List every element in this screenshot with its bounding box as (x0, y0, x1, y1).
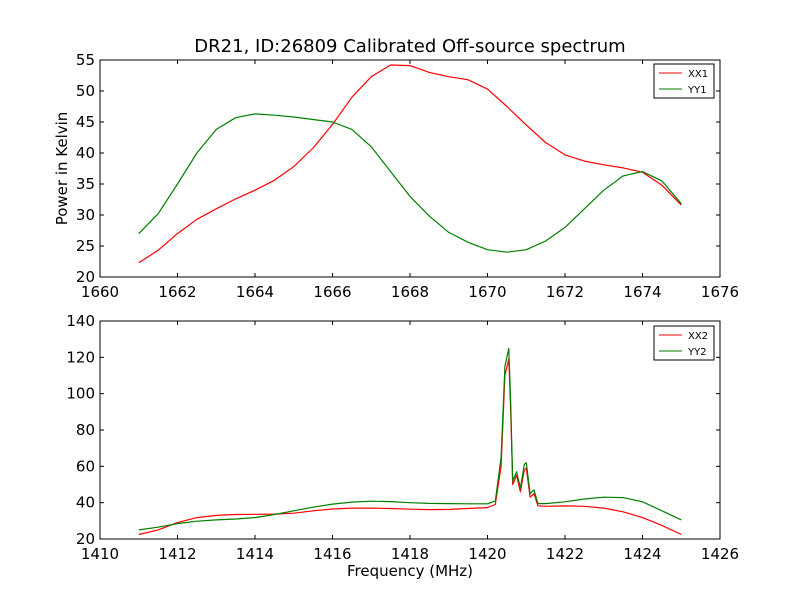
bottom-x-tick-label: 1412 (158, 545, 196, 563)
bottom-x-tick-label: 1418 (391, 545, 429, 563)
bottom-y-tick-label: 40 (76, 494, 95, 512)
series-line-xx1 (138, 64, 682, 264)
bottom-series-group (138, 347, 682, 536)
series-line-yy1 (138, 113, 682, 253)
y-axis-title: Power in Kelvin (53, 112, 71, 226)
bottom-legend: XX2 YY2 (653, 325, 715, 361)
top-y-tick-label: 20 (76, 268, 95, 286)
bottom-y-tick-label: 100 (66, 385, 95, 403)
bottom-y-tick-label: 80 (76, 421, 95, 439)
top-y-tick-label: 35 (76, 175, 95, 193)
chart-bottom: 1410 1412 1414 1416 1418 1420 1422 1424 1426 20 40… (66, 312, 739, 580)
top-x-tick-label: 1676 (701, 283, 739, 301)
bottom-x-tick-label: 1414 (236, 545, 274, 563)
legend-label-yy1: YY1 (687, 85, 707, 96)
top-x-tick-label: 1672 (546, 283, 584, 301)
series-line-yy2 (138, 347, 682, 531)
x-axis-title: Frequency (MHz) (347, 562, 473, 580)
bottom-plot-frame (99, 320, 721, 540)
bottom-x-tick-label: 1426 (701, 545, 739, 563)
bottom-x-tick-label: 1416 (313, 545, 351, 563)
top-x-tick-label: 1666 (313, 283, 351, 301)
bottom-y-tick-label: 60 (76, 457, 95, 475)
top-x-tick-label: 1670 (468, 283, 506, 301)
top-legend-box (653, 63, 715, 99)
top-y-tick-label: 45 (76, 113, 95, 131)
legend-label-yy2: YY2 (687, 347, 707, 358)
bottom-y-tick-label: 120 (66, 348, 95, 366)
series-line-xx2 (138, 358, 682, 536)
bottom-x-tick-label: 1424 (623, 545, 661, 563)
bottom-legend-box (653, 325, 715, 361)
top-y-tick-label: 55 (76, 51, 95, 69)
bottom-x-tick-label: 1420 (468, 545, 506, 563)
bottom-x-tick-label: 1422 (546, 545, 584, 563)
top-series-group (138, 64, 682, 264)
top-axis-ticks: 1660 1662 1664 1666 1668 1670 1672 1674 1676 20 25… (76, 51, 739, 301)
bottom-axis-ticks: 1410 1412 1414 1416 1418 1420 1422 1424 1426 20 40… (66, 312, 739, 563)
top-y-tick-label: 50 (76, 82, 95, 100)
legend-label-xx2: XX2 (688, 331, 708, 342)
chart-title: DR21, ID:26809 Calibrated Off-source spe… (194, 36, 625, 57)
top-y-tick-label: 30 (76, 206, 95, 224)
bottom-x-tick-label: 1410 (81, 545, 119, 563)
top-x-tick-label: 1660 (81, 283, 119, 301)
top-x-tick-label: 1668 (391, 283, 429, 301)
top-legend: XX1 YY1 (653, 63, 715, 99)
top-y-tick-label: 40 (76, 144, 95, 162)
top-x-tick-label: 1664 (236, 283, 274, 301)
top-plot-frame (99, 59, 721, 278)
top-x-tick-label: 1662 (158, 283, 196, 301)
top-x-tick-label: 1674 (623, 283, 661, 301)
bottom-y-tick-label: 140 (66, 312, 95, 330)
legend-label-xx1: XX1 (688, 69, 708, 80)
top-y-tick-label: 25 (76, 237, 95, 255)
chart-top: DR21, ID:26809 Calibrated Off-source spe… (53, 36, 739, 301)
bottom-y-tick-label: 20 (76, 530, 95, 548)
